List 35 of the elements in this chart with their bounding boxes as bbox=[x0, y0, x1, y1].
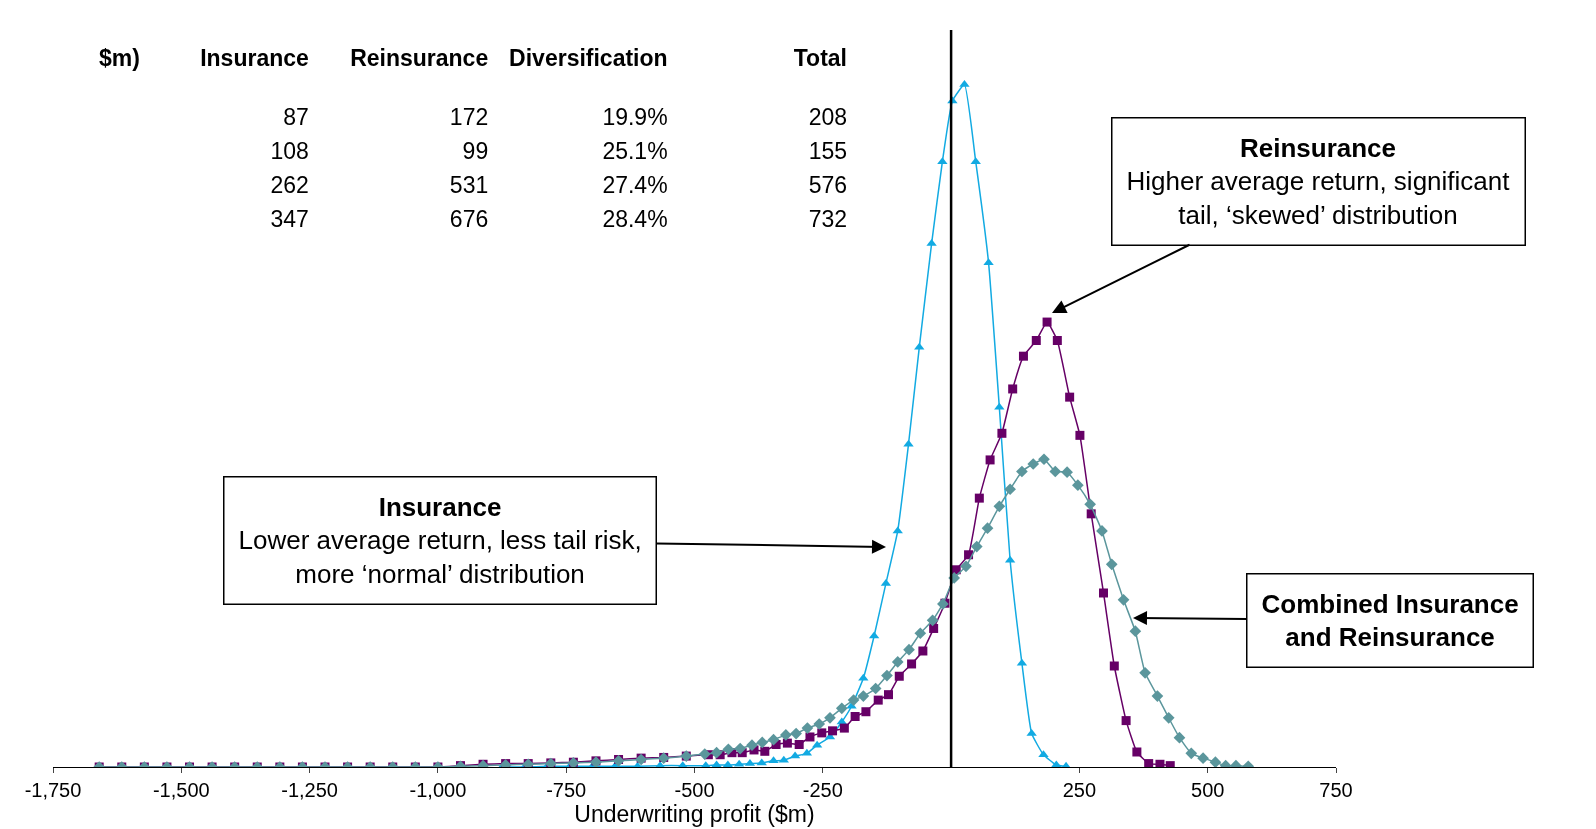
x-tick-label: -1,500 bbox=[152, 779, 210, 801]
text: 732 bbox=[808, 205, 847, 232]
x-tick-label: -250 bbox=[802, 779, 843, 801]
category-label: Diversification bbox=[509, 45, 668, 72]
text: 172 bbox=[449, 103, 489, 130]
x-tick-label: -1,250 bbox=[281, 779, 338, 801]
category-label: Reinsurance bbox=[350, 45, 489, 72]
text: 208 bbox=[808, 103, 847, 130]
text: 676 bbox=[449, 205, 489, 232]
text: 87 bbox=[283, 103, 309, 130]
x-tick-label: -1,000 bbox=[409, 779, 467, 801]
text: 19.9% bbox=[602, 103, 668, 130]
category-label: Total bbox=[793, 45, 847, 72]
x-tick-label: -750 bbox=[546, 779, 587, 801]
text: 25.1% bbox=[602, 137, 668, 164]
category-label: $m) bbox=[99, 45, 140, 72]
text: 27.4% bbox=[602, 171, 668, 198]
annotation: Combined Insurance and Reinsurance bbox=[1261, 588, 1519, 653]
annotation: Insurance Lower average return, less tail risk, more ‘normal’ distribution bbox=[238, 491, 642, 590]
annotation: Reinsurance Higher average return, significant tail, ‘skewed’ distribution bbox=[1126, 132, 1511, 231]
x-tick-label: 500 bbox=[1191, 779, 1225, 801]
text: 262 bbox=[270, 171, 309, 198]
text: 155 bbox=[808, 137, 847, 164]
text: 576 bbox=[808, 171, 847, 198]
x-tick-label: 750 bbox=[1319, 779, 1353, 801]
text: 28.4% bbox=[602, 205, 668, 232]
x-tick-label: 250 bbox=[1062, 779, 1097, 801]
x-tick-label: -500 bbox=[674, 779, 715, 801]
text: 531 bbox=[449, 171, 489, 198]
text: 347 bbox=[270, 205, 309, 232]
category-label: Insurance bbox=[200, 45, 309, 72]
x-axis-title: Underwriting profit ($m) bbox=[574, 801, 815, 827]
text: 108 bbox=[270, 137, 309, 164]
text: 99 bbox=[462, 137, 489, 164]
x-tick-label: -1,750 bbox=[24, 779, 82, 801]
